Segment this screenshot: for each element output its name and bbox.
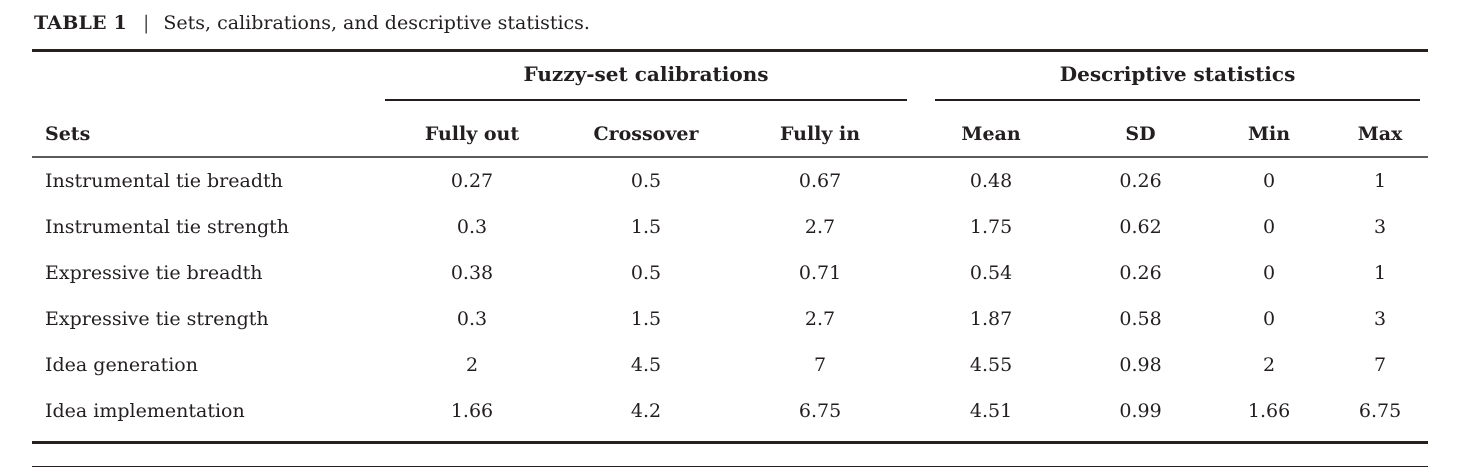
column-header-min: Min — [1206, 101, 1333, 158]
column-header-sets: Sets — [32, 101, 385, 158]
column-header-row: Sets Fully out Crossover Fully in Mean S… — [32, 101, 1429, 158]
table-row: Idea implementation 1.66 4.2 6.75 4.51 0.99 1.… — [32, 388, 1428, 434]
set-name-cell: Idea implementation — [45, 400, 245, 422]
value-cell: 1.66 — [1247, 400, 1291, 422]
group-header-row: Fuzzy-set calibrations Descriptive stati… — [32, 52, 1428, 101]
value-cell: 4.55 — [969, 354, 1013, 376]
value-cell: 1.75 — [969, 216, 1013, 238]
caption-text: Sets, calibrations, and descriptive stat… — [163, 12, 590, 34]
set-name-cell: Instrumental tie strength — [45, 216, 290, 238]
caption-separator: | — [142, 12, 150, 34]
value-cell: 0.62 — [1119, 216, 1162, 238]
value-cell: 0.27 — [450, 170, 494, 192]
value-cell: 0 — [1262, 262, 1276, 284]
table-container: Fuzzy-set calibrations Descriptive stati… — [32, 49, 1429, 444]
table-row: Expressive tie breadth 0.38 0.5 0.71 0.54 0.2… — [32, 250, 1428, 296]
value-cell: 1.66 — [450, 400, 494, 422]
value-cell: 3 — [1374, 216, 1387, 238]
column-header-fully-out: Fully out — [385, 101, 559, 158]
value-cell: 0.48 — [969, 170, 1013, 192]
value-cell: 0.3 — [456, 216, 488, 238]
value-cell: 4.51 — [969, 400, 1013, 422]
group-header-descriptive-label: Descriptive statistics — [935, 52, 1421, 101]
statistics-table: Fuzzy-set calibrations Descriptive stati… — [32, 52, 1429, 434]
value-cell: 0.38 — [450, 262, 494, 284]
value-cell: 0.5 — [630, 170, 662, 192]
value-cell: 6.75 — [1358, 400, 1402, 422]
value-cell: 7 — [1374, 354, 1387, 376]
group-header-spacer — [32, 52, 385, 101]
group-header-fuzzy-label: Fuzzy-set calibrations — [385, 52, 908, 101]
table-row: Instrumental tie breadth 0.27 0.5 0.67 0.48 0… — [32, 157, 1428, 204]
value-cell: 2 — [465, 354, 479, 376]
value-cell: 0.99 — [1119, 400, 1162, 422]
value-cell: 1.87 — [969, 308, 1013, 330]
value-cell: 0.26 — [1119, 262, 1162, 284]
value-cell: 4.5 — [630, 354, 662, 376]
column-header-mean: Mean — [907, 101, 1076, 158]
value-cell: 1 — [1374, 170, 1387, 192]
value-cell: 0 — [1262, 308, 1276, 330]
value-cell: 2.7 — [804, 216, 836, 238]
column-header-max: Max — [1332, 101, 1429, 158]
value-cell: 1.5 — [630, 216, 662, 238]
value-cell: 7 — [813, 354, 827, 376]
set-name-cell: Instrumental tie breadth — [45, 170, 283, 192]
table-row: Expressive tie strength 0.3 1.5 2.7 1.87 0.58… — [32, 296, 1428, 342]
value-cell: 0.3 — [456, 308, 488, 330]
value-cell: 1 — [1374, 262, 1387, 284]
table-row: Idea generation 2 4.5 7 4.55 0.98 2 7 — [32, 342, 1428, 388]
value-cell: 4.2 — [630, 400, 662, 422]
value-cell: 0.67 — [798, 170, 842, 192]
value-cell: 2.7 — [804, 308, 836, 330]
set-name-cell: Expressive tie strength — [45, 308, 269, 330]
value-cell: 0.26 — [1119, 170, 1162, 192]
table-number: TABLE 1 — [34, 12, 127, 34]
value-cell: 0.5 — [630, 262, 662, 284]
value-cell: 0.71 — [798, 262, 842, 284]
group-header-descriptive: Descriptive statistics — [907, 52, 1428, 101]
table-caption: TABLE 1 | Sets, calibrations, and descript… — [34, 10, 1428, 36]
column-header-sd: SD — [1075, 101, 1207, 158]
value-cell: 0 — [1262, 216, 1276, 238]
column-header-crossover: Crossover — [559, 101, 733, 158]
set-name-cell: Expressive tie breadth — [45, 262, 263, 284]
column-header-fully-in: Fully in — [733, 101, 908, 158]
value-cell: 3 — [1374, 308, 1387, 330]
value-cell: 2 — [1262, 354, 1276, 376]
set-name-cell: Idea generation — [45, 354, 198, 376]
value-cell: 0.54 — [969, 262, 1013, 284]
value-cell: 0.98 — [1119, 354, 1162, 376]
value-cell: 1.5 — [630, 308, 662, 330]
value-cell: 0 — [1262, 170, 1276, 192]
value-cell: 0.58 — [1119, 308, 1162, 330]
table-row: Instrumental tie strength 0.3 1.5 2.7 1.75 0.… — [32, 204, 1428, 250]
value-cell: 6.75 — [798, 400, 842, 422]
group-header-fuzzy: Fuzzy-set calibrations — [385, 52, 908, 101]
